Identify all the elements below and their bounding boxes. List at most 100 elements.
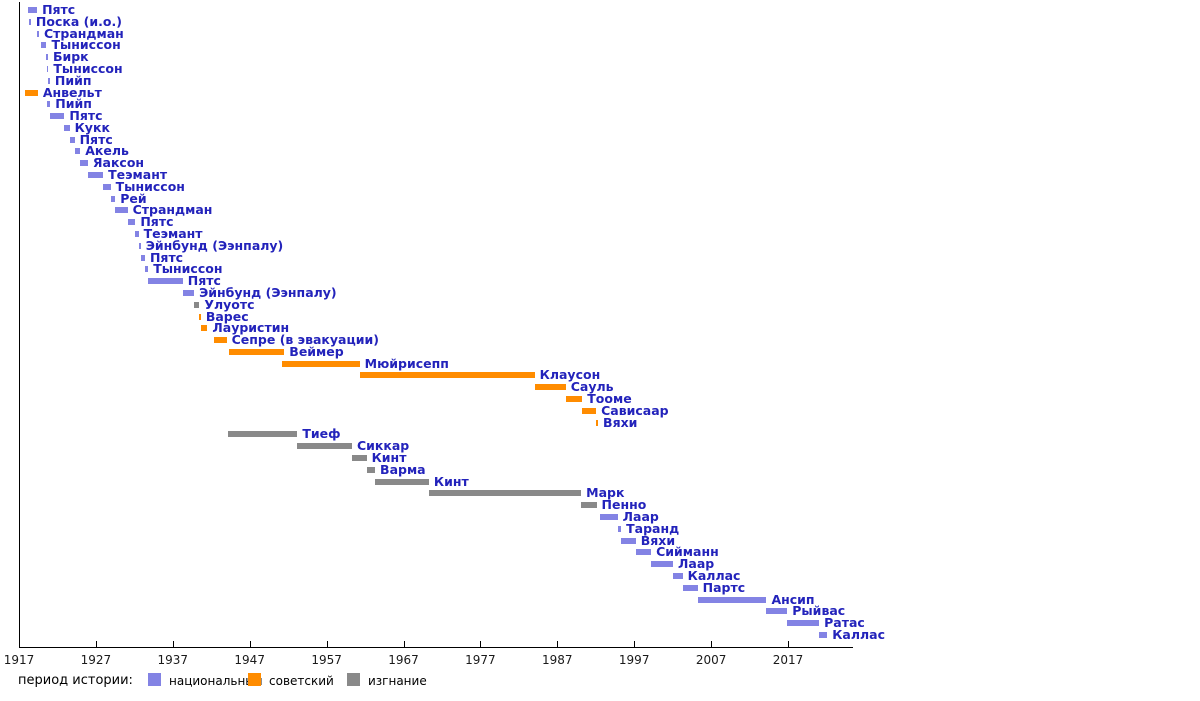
timeline-bar: [140, 254, 145, 261]
timeline-bar: [29, 18, 31, 25]
timeline-bar: [635, 549, 652, 556]
bar-label: Сепре (в эвакуации): [231, 332, 379, 348]
bar-label: Ансип: [771, 591, 815, 607]
timeline-bar: [200, 325, 208, 332]
x-axis-tick-label: 1967: [388, 653, 419, 667]
x-axis-tick: [480, 641, 482, 647]
bar-label: Лаар: [678, 556, 715, 572]
timeline-bar: [194, 301, 200, 308]
x-axis-tick-label: 1997: [618, 653, 650, 667]
bar-label: Яаксон: [92, 155, 145, 171]
x-axis-tick-label: 1947: [234, 653, 265, 667]
timeline-bar: [651, 561, 674, 568]
x-axis-tick-label: 2017: [772, 653, 804, 667]
legend-swatch-national: [148, 673, 161, 686]
timeline-bar: [110, 195, 116, 202]
timeline-bar: [37, 30, 39, 37]
legend-label-exile: изгнание: [368, 674, 427, 688]
x-axis-tick: [326, 641, 328, 647]
bar-label: Каллас: [832, 626, 886, 642]
timeline-bar: [115, 207, 128, 214]
timeline-bar: [46, 65, 49, 72]
bar-label: Теэмант: [143, 226, 203, 241]
bar-label: Партс: [702, 579, 746, 595]
x-axis-tick: [172, 641, 174, 647]
x-axis-tick: [19, 637, 20, 647]
x-axis-line: [19, 647, 853, 648]
x-axis-tick-label: 1977: [465, 653, 496, 667]
legend-label-soviet: советский: [269, 674, 334, 688]
bar-label: Сиккар: [356, 438, 410, 454]
timeline-bar: [74, 148, 81, 155]
x-axis-tick: [249, 641, 251, 647]
bar-label: Пятс: [69, 108, 103, 124]
bar-label: Варма: [380, 461, 426, 477]
bar-label: Страндман: [132, 202, 213, 218]
timeline-bar: [64, 124, 70, 131]
timeline-bar: [199, 313, 201, 320]
bar-label: Страндман: [43, 25, 124, 41]
legend-title: период истории:: [18, 673, 133, 688]
x-axis-tick: [711, 641, 713, 647]
x-axis-tick-label: 1937: [157, 653, 189, 667]
bar-label: Пятс: [140, 214, 174, 230]
timeline-bar: [582, 407, 597, 414]
timeline-bar: [80, 160, 88, 167]
timeline-bar: [596, 419, 599, 426]
bar-label: Тыниссон: [115, 178, 185, 194]
timeline-bar: [213, 337, 227, 344]
x-axis-tick: [95, 641, 97, 647]
timeline-bar: [87, 172, 104, 179]
legend: период истории: национальный советский изг…: [0, 671, 1200, 701]
bar-label: Пенно: [601, 497, 647, 513]
x-axis-tick: [557, 641, 559, 647]
bar-label: Кинт: [433, 473, 469, 489]
timeline-bar: [359, 372, 535, 379]
timeline-bar: [103, 183, 111, 190]
timeline-bar: [46, 101, 51, 108]
bar-label: Улуотс: [204, 296, 255, 312]
x-axis-tick: [634, 641, 636, 647]
bar-label: Вяхи: [603, 414, 638, 430]
timeline-bar: [787, 620, 820, 627]
legend-label-national: национальный: [169, 674, 263, 688]
x-axis-tick-label: 1957: [311, 653, 342, 667]
bar-label: Тооме: [587, 391, 632, 407]
bar-label: Пятс: [149, 249, 184, 265]
bar-label: Кинт: [371, 450, 407, 466]
timeline-bar: [581, 502, 597, 509]
timeline-bar: [766, 608, 788, 615]
timeline-bar: [182, 289, 195, 296]
timeline-bar: [534, 384, 566, 391]
bar-label: Тыниссон: [153, 261, 223, 277]
bar-label: Лаар: [622, 508, 659, 524]
timeline-bar: [819, 631, 828, 638]
bar-label: Клаусон: [539, 367, 601, 383]
bar-label: Веймер: [289, 343, 344, 359]
bar-label: Тиеф: [302, 426, 341, 442]
bar-label: Пятс: [42, 2, 76, 17]
bar-label: Эйнбунд (Ээнпалу): [145, 237, 284, 253]
bar-label: Таранд: [626, 520, 680, 536]
timeline-bar: [25, 89, 38, 96]
timeline-bar: [682, 584, 698, 591]
bar-label: Анвельт: [42, 84, 102, 100]
timeline-bar: [48, 77, 50, 84]
timeline-bar: [366, 466, 376, 473]
x-axis-tick-label: 1917: [3, 653, 35, 667]
timeline-bar: [127, 219, 136, 226]
bar-label: Тыниссон: [53, 60, 123, 76]
bar-label: Марк: [586, 485, 625, 501]
timeline-bar: [41, 42, 47, 49]
bar-label: Акель: [85, 143, 129, 159]
bar-label: Мюйрисепп: [364, 355, 449, 371]
bar-label: Лауристин: [212, 320, 290, 336]
timeline-bar: [351, 455, 367, 462]
bar-label: Каллас: [687, 567, 741, 583]
bar-label: Пятс: [187, 273, 221, 289]
bar-label: Поска (и.о.): [35, 13, 122, 29]
bar-label: Бирк: [52, 49, 89, 65]
bar-label: Сависаар: [601, 402, 669, 418]
bar-label: Варес: [205, 308, 249, 324]
